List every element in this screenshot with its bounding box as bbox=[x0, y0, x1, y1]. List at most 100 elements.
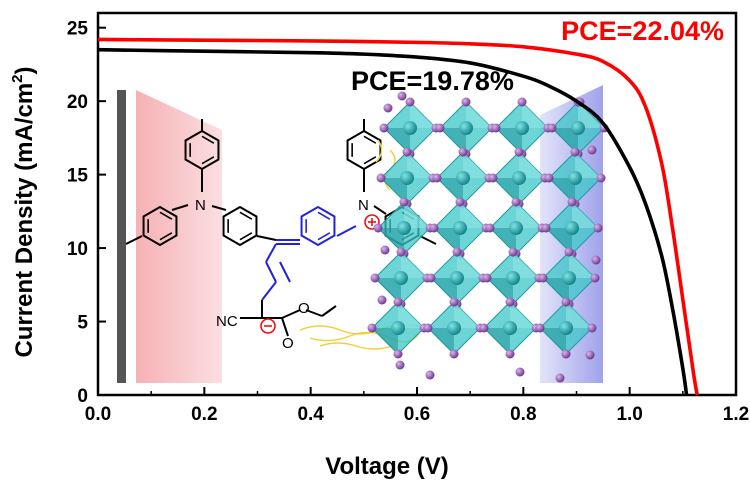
halide-atom bbox=[564, 247, 574, 257]
y-tick-label: 0 bbox=[77, 386, 88, 407]
curves bbox=[97, 37, 699, 396]
y-tick-label: 5 bbox=[77, 313, 88, 334]
octahedron-facet bbox=[546, 228, 572, 254]
octahedron-facet bbox=[487, 278, 513, 304]
octahedron-facet bbox=[519, 152, 545, 178]
octahedron-facet bbox=[490, 228, 516, 254]
lead-atom bbox=[512, 171, 526, 185]
double-bond bbox=[317, 211, 331, 220]
halide-atom bbox=[514, 147, 524, 157]
halide-atom bbox=[570, 147, 580, 157]
octahedron-facet bbox=[516, 202, 542, 228]
dye-molecule: N NC O O N bbox=[125, 119, 437, 352]
octahedron-facet bbox=[440, 128, 466, 154]
bond bbox=[211, 205, 227, 211]
left-layer-panel bbox=[136, 90, 222, 383]
pce-label-black: PCE=19.78% bbox=[351, 66, 514, 96]
octahedron-facet bbox=[407, 152, 433, 178]
octahedron-facet bbox=[384, 128, 410, 154]
halide-atom bbox=[383, 103, 393, 113]
halide-atom bbox=[396, 247, 406, 257]
halide-atom bbox=[393, 297, 403, 307]
halide-atom bbox=[455, 197, 465, 207]
bond bbox=[256, 235, 277, 241]
octahedron-facet bbox=[522, 102, 548, 128]
octahedron-facet bbox=[572, 202, 598, 228]
halide-atom bbox=[541, 223, 551, 233]
bond bbox=[321, 305, 337, 317]
octahedron-facet bbox=[372, 328, 398, 354]
halide-atom bbox=[547, 123, 557, 133]
halide-atom bbox=[555, 373, 565, 383]
perovskite-lattice bbox=[367, 91, 609, 383]
halide-atom bbox=[373, 223, 383, 233]
bond bbox=[279, 261, 291, 283]
halide-atom bbox=[397, 91, 407, 101]
octahedron-facet bbox=[401, 252, 427, 278]
octahedron-facet bbox=[496, 128, 522, 154]
halide-atom bbox=[377, 295, 387, 305]
double-bond bbox=[239, 232, 253, 241]
device-illustration: N NC O O N bbox=[117, 85, 609, 383]
bond bbox=[265, 261, 277, 283]
octahedron-facet bbox=[460, 202, 486, 228]
lead-atom bbox=[515, 121, 529, 135]
bond bbox=[419, 235, 437, 245]
series-line-red bbox=[97, 37, 699, 396]
halide-atom bbox=[461, 97, 471, 107]
octahedron-facet bbox=[437, 178, 463, 204]
lead-atom bbox=[559, 321, 573, 335]
octahedron-facet bbox=[381, 178, 407, 204]
halide-atom bbox=[435, 123, 445, 133]
pce-label-red: PCE=22.04% bbox=[561, 16, 724, 46]
y-axis-title-close: ) bbox=[11, 66, 38, 74]
bond bbox=[336, 225, 357, 237]
octahedron-facet bbox=[549, 178, 575, 204]
y-tick-label: 20 bbox=[67, 92, 88, 113]
halide-atom bbox=[376, 173, 386, 183]
y-axis-title: Current Density (mA/cm2) bbox=[9, 66, 38, 357]
lead-atom bbox=[509, 221, 523, 235]
double-bond bbox=[363, 135, 377, 144]
halide-atom bbox=[405, 97, 415, 107]
bond bbox=[305, 309, 323, 317]
halide-atom bbox=[432, 173, 442, 183]
axes: 0.0 0.2 0.4 0.6 0.8 1.0 1.2 0 5 10 15 20 25 Voltage (… bbox=[9, 11, 749, 480]
octahedron-facet bbox=[454, 302, 480, 328]
benzene-ring bbox=[142, 205, 178, 247]
halide-atom bbox=[379, 123, 389, 133]
lead-atom bbox=[450, 271, 464, 285]
halide-atom bbox=[538, 273, 548, 283]
halide-atom bbox=[429, 223, 439, 233]
octahedron-facet bbox=[466, 102, 492, 128]
octahedron-facet bbox=[552, 128, 578, 154]
octahedron-facet bbox=[566, 302, 592, 328]
x-tick-label: 0.4 bbox=[297, 404, 324, 425]
halide-atom bbox=[458, 147, 468, 157]
halide-atom bbox=[590, 273, 600, 283]
octahedron-facet bbox=[510, 302, 536, 328]
x-tick-label: 0.6 bbox=[404, 404, 430, 425]
halide-atom bbox=[479, 323, 489, 333]
lead-atom bbox=[403, 121, 417, 135]
lead-atom bbox=[397, 221, 411, 235]
y-tick-label: 15 bbox=[67, 166, 89, 187]
octahedron-facet bbox=[410, 102, 436, 128]
benzene-ring bbox=[300, 205, 336, 247]
halide-atom bbox=[561, 297, 571, 307]
halide-atom bbox=[485, 223, 495, 233]
x-axis-title: Voltage (V) bbox=[325, 453, 449, 480]
octahedron-facet bbox=[543, 278, 569, 304]
halide-atom bbox=[596, 173, 606, 183]
double-bond bbox=[363, 156, 377, 165]
lead-atom bbox=[568, 171, 582, 185]
benzene-ring bbox=[222, 205, 258, 247]
negative-charge bbox=[260, 318, 276, 334]
bond bbox=[125, 235, 143, 245]
y-tick-label: 25 bbox=[67, 19, 89, 40]
halide-atom bbox=[393, 349, 403, 359]
bond bbox=[171, 204, 189, 211]
alkyl-chain bbox=[319, 342, 393, 350]
halide-atom bbox=[402, 147, 412, 157]
octahedron-facet bbox=[569, 252, 595, 278]
